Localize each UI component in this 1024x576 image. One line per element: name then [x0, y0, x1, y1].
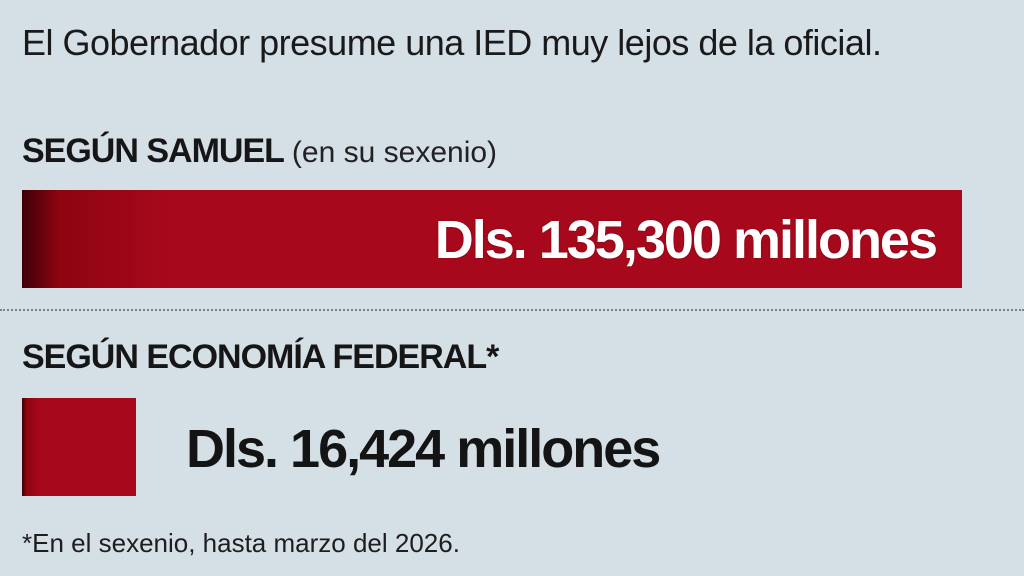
section-subtitle-samuel: (en su sexenio)	[291, 136, 498, 169]
bar-economia	[22, 398, 136, 496]
section-title-economia-label: SEGÚN ECONOMÍA FEDERAL*	[22, 338, 499, 376]
footnote: *En el sexenio, hasta marzo del 2026.	[22, 528, 460, 558]
bar-value-label-economia: Dls. 16,424 millones	[186, 419, 661, 479]
bar-samuel	[22, 190, 962, 288]
bar-value-label-samuel: Dls. 135,300 millones	[434, 210, 938, 270]
dotted-divider	[0, 309, 1024, 311]
headline: El Gobernador presume una IED muy lejos …	[22, 22, 882, 63]
section-title-samuel-label: SEGÚN SAMUEL	[22, 132, 285, 170]
section-title-samuel: SEGÚN SAMUEL (en su sexenio)	[22, 132, 497, 171]
section-title-economia: SEGÚN ECONOMÍA FEDERAL*	[22, 338, 499, 377]
